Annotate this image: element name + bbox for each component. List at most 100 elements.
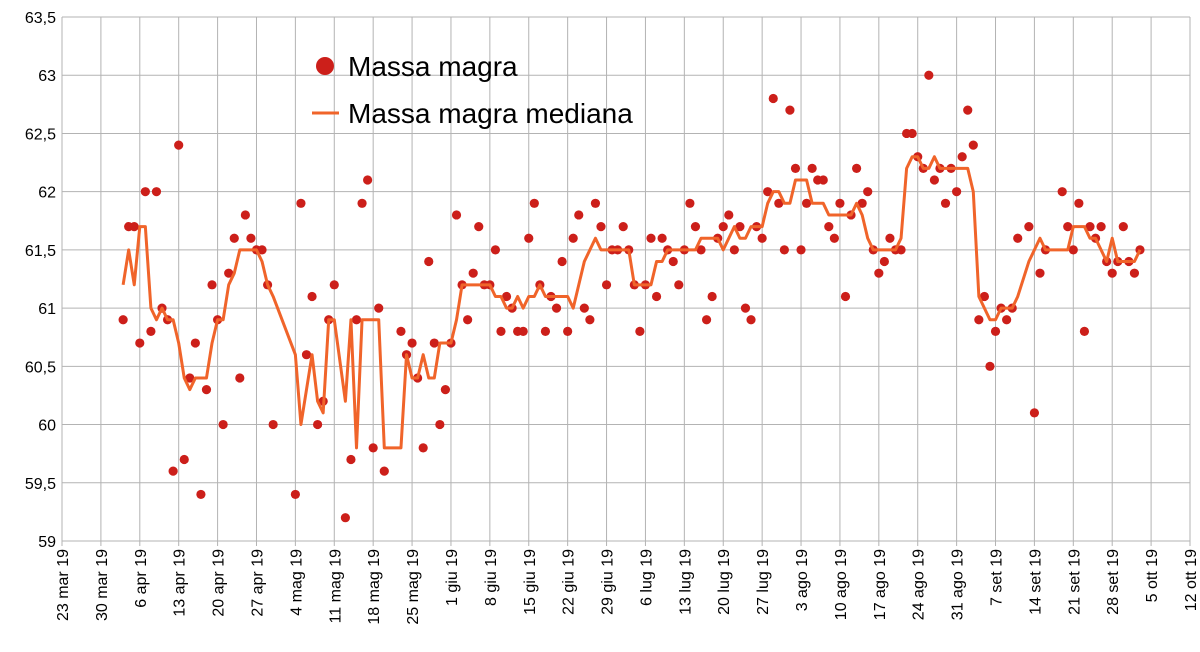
data-point bbox=[779, 245, 789, 255]
data-point bbox=[463, 315, 473, 325]
data-point bbox=[407, 338, 417, 348]
x-tick-label: 18 mag 19 bbox=[366, 549, 383, 625]
data-point bbox=[524, 233, 534, 243]
data-point bbox=[863, 187, 873, 197]
y-tick-label: 60,5 bbox=[25, 359, 56, 376]
data-point bbox=[701, 315, 712, 325]
data-point bbox=[579, 303, 589, 313]
data-point bbox=[174, 140, 184, 150]
data-point bbox=[490, 245, 501, 255]
legend: Massa magra Massa magra mediana bbox=[312, 51, 633, 129]
data-point bbox=[785, 105, 795, 115]
data-point bbox=[596, 222, 606, 232]
data-point bbox=[235, 373, 245, 383]
data-point bbox=[518, 326, 528, 336]
data-point bbox=[990, 326, 1001, 336]
data-point bbox=[268, 419, 278, 430]
data-point bbox=[540, 326, 551, 336]
data-point bbox=[1085, 222, 1095, 232]
data-point bbox=[418, 443, 428, 453]
data-point bbox=[129, 222, 139, 232]
data-point bbox=[885, 233, 895, 243]
x-tick-label: 15 giu 19 bbox=[522, 549, 539, 615]
x-tick-label: 11 mag 19 bbox=[327, 549, 344, 624]
data-point bbox=[646, 233, 656, 243]
data-point bbox=[963, 105, 973, 115]
data-point bbox=[218, 419, 228, 430]
data-point bbox=[363, 175, 373, 185]
data-point bbox=[1024, 222, 1034, 232]
data-point bbox=[296, 198, 306, 208]
data-point bbox=[379, 466, 389, 476]
data-point bbox=[179, 454, 189, 465]
data-point bbox=[207, 280, 217, 290]
data-point bbox=[146, 326, 156, 336]
data-point bbox=[140, 187, 150, 197]
data-point bbox=[368, 443, 378, 453]
data-point bbox=[1029, 408, 1040, 418]
x-tick-label: 14 set 19 bbox=[1027, 549, 1044, 615]
data-point bbox=[818, 175, 828, 185]
data-point bbox=[690, 222, 701, 232]
data-point bbox=[718, 222, 728, 232]
x-tick-label: 23 mar 19 bbox=[55, 549, 72, 621]
y-tick-label: 63,5 bbox=[25, 10, 56, 27]
data-point bbox=[668, 256, 678, 267]
data-point bbox=[1063, 222, 1073, 232]
data-point bbox=[835, 198, 845, 208]
data-point bbox=[768, 93, 778, 104]
data-point bbox=[424, 256, 434, 267]
x-tick-label: 13 apr 19 bbox=[172, 549, 189, 617]
data-point bbox=[907, 128, 917, 139]
median-line bbox=[121, 155, 1142, 450]
x-tick-label: 4 mag 19 bbox=[288, 549, 305, 616]
x-tick-label: 1 giu 19 bbox=[444, 549, 461, 606]
data-point bbox=[1074, 198, 1084, 208]
data-point bbox=[440, 385, 451, 395]
data-point bbox=[957, 152, 967, 162]
data-point bbox=[896, 245, 906, 255]
data-point bbox=[313, 419, 323, 430]
data-point bbox=[657, 233, 667, 243]
x-tick-label: 7 set 19 bbox=[989, 549, 1006, 606]
data-point bbox=[929, 175, 939, 185]
data-point bbox=[968, 140, 978, 150]
data-point bbox=[874, 268, 884, 278]
x-tick-label: 27 apr 19 bbox=[249, 549, 266, 617]
legend-label: Massa magra mediana bbox=[348, 98, 633, 129]
x-tick-label: 12 ott 19 bbox=[1183, 549, 1200, 611]
data-point bbox=[474, 222, 484, 232]
data-point bbox=[357, 198, 367, 208]
y-tick-label: 60 bbox=[38, 418, 56, 435]
data-point bbox=[307, 291, 317, 302]
x-tick-label: 5 ott 19 bbox=[1144, 549, 1161, 602]
data-point bbox=[135, 338, 145, 348]
data-point bbox=[801, 198, 812, 208]
data-point bbox=[807, 163, 817, 173]
y-tick-label: 62,5 bbox=[25, 126, 56, 143]
data-point bbox=[190, 338, 200, 348]
y-tick-label: 61,5 bbox=[25, 243, 56, 260]
x-tick-label: 20 lug 19 bbox=[716, 549, 733, 615]
data-point bbox=[635, 326, 645, 336]
data-point bbox=[1096, 222, 1106, 232]
data-point bbox=[1002, 315, 1012, 325]
data-point bbox=[740, 303, 751, 313]
data-point bbox=[879, 256, 889, 267]
data-point bbox=[435, 419, 445, 430]
data-point bbox=[563, 326, 573, 336]
data-point bbox=[246, 233, 256, 243]
data-point bbox=[696, 245, 706, 255]
data-point bbox=[396, 326, 406, 336]
data-point bbox=[974, 315, 984, 325]
data-point bbox=[229, 233, 239, 243]
x-tick-label: 20 apr 19 bbox=[211, 549, 228, 617]
data-point bbox=[724, 210, 734, 220]
data-point bbox=[924, 70, 934, 80]
data-point bbox=[940, 198, 951, 208]
data-point bbox=[1079, 326, 1090, 336]
x-tick-label: 31 ago 19 bbox=[950, 549, 967, 620]
data-point bbox=[746, 315, 756, 325]
y-tick-label: 59 bbox=[38, 534, 56, 551]
data-point bbox=[290, 489, 300, 500]
